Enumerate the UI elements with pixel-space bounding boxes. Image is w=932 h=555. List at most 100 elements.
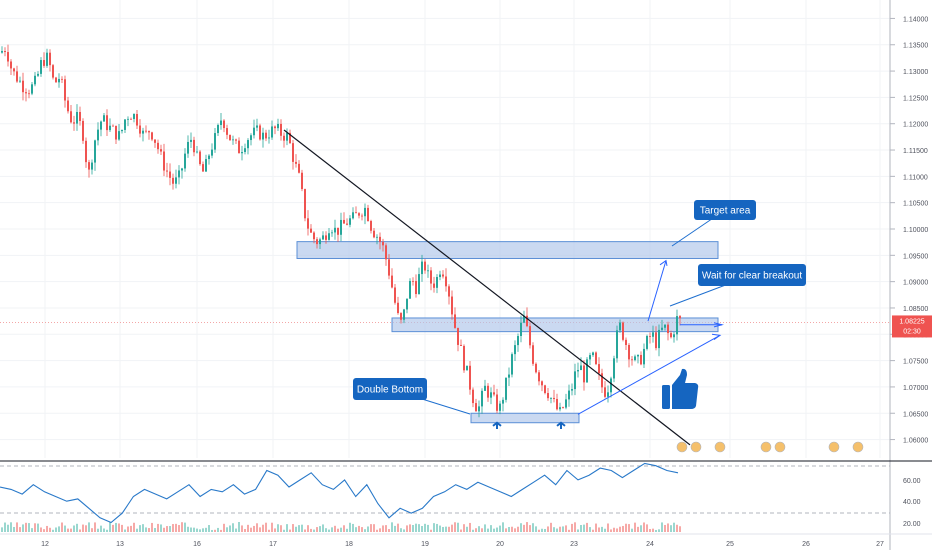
candle-body: [601, 373, 603, 388]
price-axis[interactable]: 1.14000 1.13500 1.13000 1.12500 1.12000 1.115…: [889, 0, 932, 550]
volume-bar: [619, 526, 621, 532]
candle-body: [466, 365, 468, 371]
candle-body: [55, 77, 57, 83]
candle-body: [412, 280, 414, 282]
volume-bar: [259, 527, 261, 532]
volume-bar: [22, 524, 24, 532]
volume-bar: [49, 527, 51, 532]
bottom-arrow-icon: [492, 421, 502, 430]
candle-body: [214, 133, 216, 150]
candle-body: [568, 390, 570, 400]
volume-bar: [391, 522, 393, 532]
candle-body: [136, 113, 138, 126]
candle-body: [232, 139, 234, 141]
candle-body: [631, 359, 633, 361]
candle-body: [253, 127, 255, 136]
volume-bar: [34, 523, 36, 532]
candle-body: [646, 335, 648, 349]
candle-body: [238, 140, 240, 154]
candle-body: [46, 52, 48, 66]
volume-bar: [358, 525, 360, 532]
volume-bar: [229, 525, 231, 532]
volume-bar: [55, 527, 57, 532]
volume-bar: [139, 525, 141, 532]
candle-body: [325, 235, 327, 240]
volume-bar: [586, 522, 588, 532]
candle-body: [70, 111, 72, 123]
candle-body: [388, 259, 390, 276]
candle-body: [4, 51, 6, 53]
candle-body: [547, 393, 549, 399]
volume-bar: [175, 523, 177, 532]
volume-bar: [73, 525, 75, 532]
volume-bar: [601, 526, 603, 532]
candle-body: [541, 381, 543, 386]
candle-body: [220, 120, 222, 125]
date-tick-label: 12: [41, 541, 49, 548]
candle-body: [445, 276, 447, 287]
candle-body: [190, 139, 192, 142]
candle-body: [556, 399, 558, 410]
volume-bar: [31, 528, 33, 532]
volume-bar: [541, 528, 543, 532]
candle-body: [226, 128, 228, 135]
volume-bar: [286, 524, 288, 532]
volume-bar: [490, 525, 492, 532]
date-axis[interactable]: 12 13 16 17 18 19 20 23 24 25 26 27: [41, 541, 884, 548]
candle-body: [40, 60, 42, 74]
volume-bar: [184, 522, 186, 532]
volume-bar: [109, 522, 111, 532]
last-price-badge: [892, 315, 932, 338]
volume-bar: [205, 527, 207, 532]
volume-bar: [202, 528, 204, 532]
indicator-pane[interactable]: 60.00 40.00 20.00: [0, 460, 932, 535]
volume-bar: [187, 526, 189, 532]
candle-body: [181, 168, 183, 171]
candle-body: [1, 51, 3, 53]
volume-bar: [532, 523, 534, 532]
volume-bar: [505, 528, 507, 532]
volume-bar: [106, 529, 108, 532]
candle-body: [211, 149, 213, 156]
volume-bar: [280, 525, 282, 532]
candle-body: [622, 322, 624, 340]
date-tick-label: 25: [726, 541, 734, 548]
volume-bar: [298, 525, 300, 532]
candle-body: [67, 100, 69, 112]
volume-bar: [604, 528, 606, 532]
volume-bar: [589, 527, 591, 532]
volume-bar: [151, 522, 153, 532]
candle-body: [583, 365, 585, 383]
candle-body: [505, 377, 507, 400]
volume-bar: [43, 529, 45, 532]
volume-bar: [583, 524, 585, 532]
candle-body: [676, 316, 678, 335]
price-tick-label: 1.11000: [903, 174, 928, 181]
grid-lines: [0, 0, 890, 458]
candle-body: [442, 274, 444, 277]
volume-bar: [40, 527, 42, 532]
date-tick-label: 26: [802, 541, 810, 548]
candle-body: [484, 385, 486, 391]
price-tick-label: 1.10500: [903, 201, 928, 208]
date-tick-label: 24: [646, 541, 654, 548]
rising-trendline: [577, 334, 721, 415]
price-tick-label: 1.11500: [903, 148, 928, 155]
volume-bar: [76, 523, 78, 532]
volume-bar: [436, 523, 438, 532]
candle-body: [562, 407, 564, 409]
volume-bar: [670, 525, 672, 532]
candle-body: [511, 354, 513, 375]
candle-body: [76, 111, 78, 124]
volume-bar: [370, 524, 372, 532]
volume-bar: [277, 524, 279, 532]
volume-bar: [220, 529, 222, 532]
candle-body: [418, 274, 420, 295]
candle-body: [313, 232, 315, 240]
candle-body: [187, 141, 189, 154]
volume-bar: [70, 528, 72, 532]
volume-bar: [322, 524, 324, 532]
indicator-level-label: 20.00: [903, 521, 921, 528]
